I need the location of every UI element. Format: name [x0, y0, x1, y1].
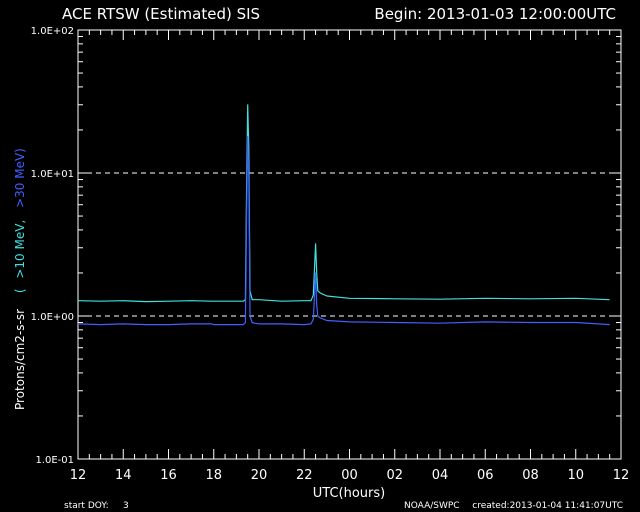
- y-tick-label: 1.0E-01: [35, 455, 74, 466]
- chart-title: ACE RTSW (Estimated) SIS: [62, 5, 260, 23]
- y-tick-label: 1.0E+02: [31, 26, 74, 37]
- y-tick-label: 1.0E+01: [31, 169, 74, 180]
- reference-lines: [78, 172, 621, 317]
- y-axis-label-group: Protons/cm2-s-sr ( >10 MeV, >30 MeV): [13, 148, 27, 410]
- start-doy-label: start DOY: 3: [64, 501, 129, 511]
- legend-gt10: >10 MeV,: [13, 220, 27, 279]
- x-tick-label: 06: [477, 468, 494, 483]
- y-tick-label: 1.0E+00: [31, 312, 74, 323]
- y-axis-label: Protons/cm2-s-sr: [13, 309, 27, 410]
- y-axis-ticks: 1.0E-01 1.0E+00 1.0E+01 1.0E+02: [31, 26, 621, 466]
- x-tick-label: 14: [115, 468, 132, 483]
- x-tick-label: 20: [251, 468, 268, 483]
- x-tick-label: 02: [386, 468, 403, 483]
- x-tick-label: 12: [613, 468, 630, 483]
- svg-text:Protons/cm2-s-sr (: Protons/cm2-s-sr ( >10 MeV, >30 MeV): [13, 148, 27, 410]
- x-tick-label: 10: [567, 468, 584, 483]
- x-tick-label: 22: [296, 468, 313, 483]
- created-timestamp: created:2013-01-04 11:41:07UTC: [472, 501, 623, 511]
- x-axis-label: UTC(hours): [313, 486, 385, 501]
- x-axis-ticks: 12 14 16 18 20 22 00 02 04 06 08 10 12: [70, 30, 630, 483]
- x-tick-label: 12: [70, 468, 87, 483]
- series-layer: [77, 104, 610, 326]
- y-axis-label-open: (: [13, 288, 27, 293]
- begin-time-label: Begin: 2013-01-03 12:00:00UTC: [374, 5, 616, 23]
- legend-gt30: >30 MeV): [13, 148, 27, 208]
- x-tick-label: 04: [432, 468, 449, 483]
- x-tick-label: 18: [205, 468, 222, 483]
- x-tick-label: 08: [522, 468, 539, 483]
- series-line-gt10: [77, 104, 610, 303]
- x-tick-label: 00: [341, 468, 358, 483]
- x-tick-label: 16: [160, 468, 177, 483]
- agency-label: NOAA/SWPC: [404, 501, 460, 511]
- series-line-gt30: [77, 135, 610, 326]
